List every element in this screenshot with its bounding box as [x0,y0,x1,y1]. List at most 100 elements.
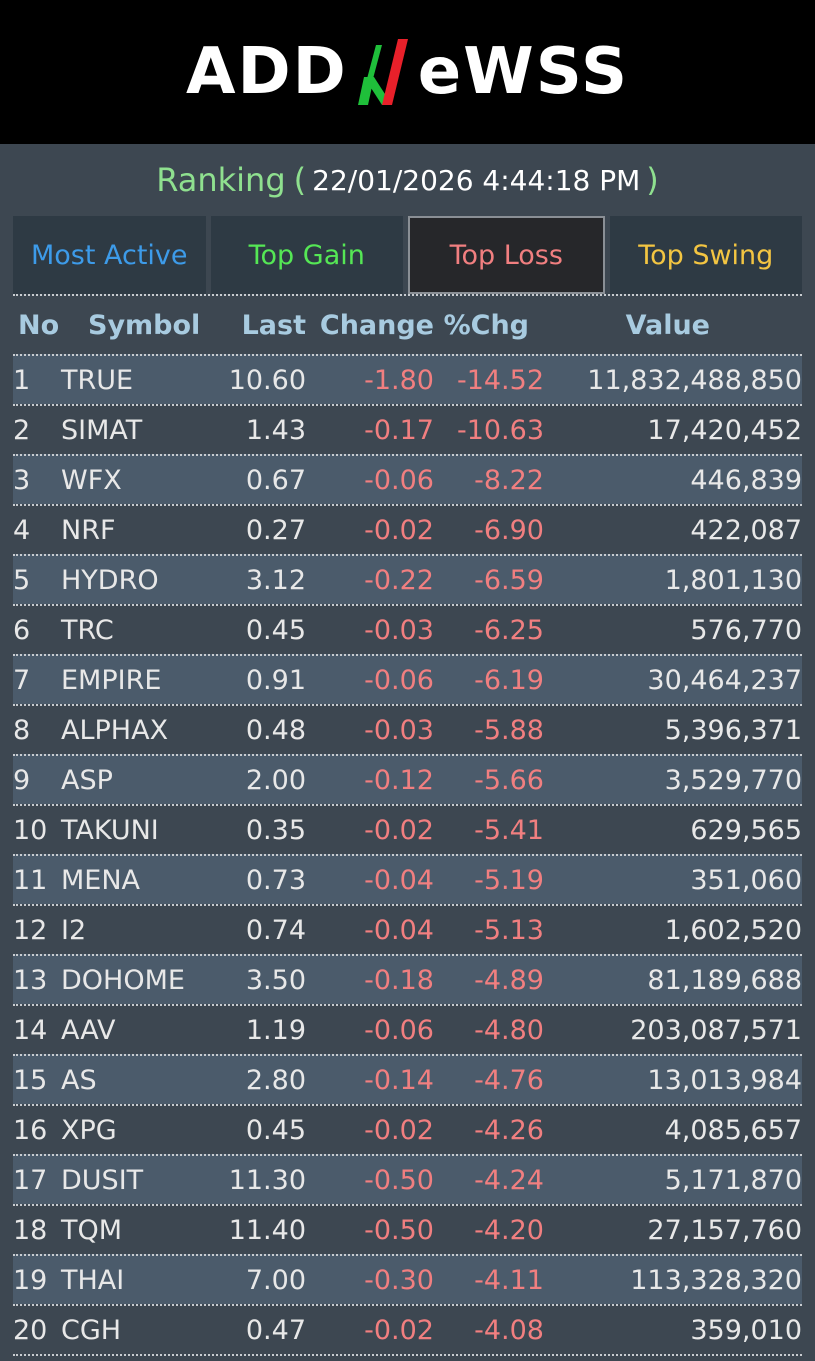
table-row[interactable]: 2 SIMAT 1.43 -0.17 -10.63 17,420,452 [13,404,802,454]
row-change: -0.06 [364,1014,434,1046]
row-change: -0.06 [364,664,434,696]
row-no: 10 [13,814,48,846]
row-symbol: SIMAT [61,414,143,446]
row-last: 0.45 [245,1114,306,1146]
row-no: 20 [13,1314,48,1346]
row-no: 16 [13,1114,48,1146]
row-value: 30,464,237 [647,664,802,696]
row-value: 113,328,320 [630,1264,802,1296]
row-pctchg: -4.26 [474,1114,544,1146]
table-row[interactable]: 12 I2 0.74 -0.04 -5.13 1,602,520 [13,904,802,954]
row-symbol: THAI [61,1264,125,1296]
tab-top-loss[interactable]: Top Loss [408,216,605,294]
table-row[interactable]: 18 TQM 11.40 -0.50 -4.20 27,157,760 [13,1204,802,1254]
row-value: 351,060 [690,864,802,896]
row-symbol: TQM [61,1214,123,1246]
row-change: -0.14 [364,1064,434,1096]
row-change: -0.03 [364,614,434,646]
row-symbol: TRC [61,614,114,646]
row-symbol: AS [61,1064,97,1096]
row-no: 18 [13,1214,48,1246]
tab-top-swing[interactable]: Top Swing [609,216,802,294]
col-last-header: Last [241,309,306,341]
row-value: 446,839 [690,464,802,496]
row-change: -0.22 [364,564,434,596]
table-row[interactable]: 1 TRUE 10.60 -1.80 -14.52 11,832,488,850 [13,354,802,404]
divider [13,294,802,296]
row-symbol: I2 [61,914,87,946]
table-row[interactable]: 8 ALPHAX 0.48 -0.03 -5.88 5,396,371 [13,704,802,754]
row-pctchg: -8.22 [474,464,544,496]
col-symbol-header: Symbol [88,309,201,341]
row-pctchg: -5.19 [474,864,544,896]
row-symbol: DUSIT [61,1164,144,1196]
row-last: 0.27 [245,514,306,546]
addnewss-logo[interactable]: ADD eWSS [186,35,629,109]
table-row[interactable]: 20 CGH 0.47 -0.02 -4.08 359,010 [13,1304,802,1354]
table-row[interactable]: 4 NRF 0.27 -0.02 -6.90 422,087 [13,504,802,554]
table-row[interactable]: 13 DOHOME 3.50 -0.18 -4.89 81,189,688 [13,954,802,1004]
row-pctchg: -5.88 [474,714,544,746]
table-row[interactable]: 5 HYDRO 3.12 -0.22 -6.59 1,801,130 [13,554,802,604]
row-no: 1 [13,364,31,396]
row-last: 1.19 [245,1014,306,1046]
ranking-tabs: Most Active Top Gain Top Loss Top Swing [13,216,802,294]
table-header: No Symbol Last Change %Chg Value [13,296,802,354]
row-symbol: ASP [61,764,113,796]
table-row[interactable]: 14 AAV 1.19 -0.06 -4.80 203,087,571 [13,1004,802,1054]
row-value: 422,087 [690,514,802,546]
row-value: 3,529,770 [664,764,802,796]
table-row[interactable]: 17 DUSIT 11.30 -0.50 -4.24 5,171,870 [13,1154,802,1204]
row-pctchg: -14.52 [456,364,544,396]
row-pctchg: -5.41 [474,814,544,846]
row-no: 14 [13,1014,48,1046]
row-pctchg: -5.66 [474,764,544,796]
row-change: -0.50 [364,1164,434,1196]
col-pctchg-header: %Chg [443,309,529,341]
row-value: 81,189,688 [647,964,802,996]
row-symbol: TRUE [61,364,134,396]
table-row[interactable]: 7 EMPIRE 0.91 -0.06 -6.19 30,464,237 [13,654,802,704]
table-row[interactable]: 3 WFX 0.67 -0.06 -8.22 446,839 [13,454,802,504]
logo-n-mark-icon [357,39,408,105]
row-pctchg: -6.90 [474,514,544,546]
row-change: -0.03 [364,714,434,746]
tab-most-active[interactable]: Most Active [13,216,206,294]
row-change: -1.80 [364,364,434,396]
row-change: -0.02 [364,1314,434,1346]
row-last: 3.50 [245,964,306,996]
row-value: 13,013,984 [647,1064,802,1096]
table-row[interactable]: 16 XPG 0.45 -0.02 -4.26 4,085,657 [13,1104,802,1154]
row-symbol: ALPHAX [61,714,169,746]
table-row[interactable]: 10 TAKUNI 0.35 -0.02 -5.41 629,565 [13,804,802,854]
row-last: 2.00 [245,764,306,796]
ranking-timestamp: 22/01/2026 4:44:18 PM [312,163,641,197]
row-last: 0.35 [245,814,306,846]
table-row[interactable]: 6 TRC 0.45 -0.03 -6.25 576,770 [13,604,802,654]
table-row[interactable]: 15 AS 2.80 -0.14 -4.76 13,013,984 [13,1054,802,1104]
row-change: -0.50 [364,1214,434,1246]
row-last: 3.12 [245,564,306,596]
row-last: 0.48 [245,714,306,746]
table-row[interactable]: 11 MENA 0.73 -0.04 -5.19 351,060 [13,854,802,904]
row-change: -0.06 [364,464,434,496]
row-change: -0.04 [364,914,434,946]
tab-top-gain[interactable]: Top Gain [210,216,403,294]
ranking-table-body: 1 TRUE 10.60 -1.80 -14.52 11,832,488,850 2 SIMA… [0,354,815,1356]
row-last: 0.73 [245,864,306,896]
app-header: ADD eWSS [0,0,815,144]
row-last: 0.91 [245,664,306,696]
row-value: 5,171,870 [664,1164,802,1196]
row-no: 15 [13,1064,48,1096]
row-pctchg: -6.25 [474,614,544,646]
table-row[interactable]: 9 ASP 2.00 -0.12 -5.66 3,529,770 [13,754,802,804]
table-row[interactable]: 19 THAI 7.00 -0.30 -4.11 113,328,320 [13,1254,802,1304]
row-no: 2 [13,414,31,446]
row-last: 1.43 [245,414,306,446]
row-last: 11.40 [228,1214,306,1246]
row-change: -0.02 [364,1114,434,1146]
row-value: 1,801,130 [664,564,802,596]
row-value: 576,770 [690,614,802,646]
row-value: 5,396,371 [664,714,802,746]
row-last: 0.45 [245,614,306,646]
